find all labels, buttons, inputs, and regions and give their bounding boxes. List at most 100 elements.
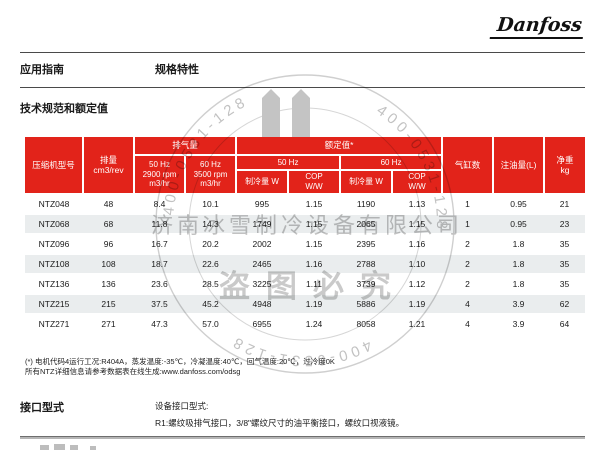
table-row: NTZ215 215 37.5 45.2 4948 1.19 5886 1.19 4 3.9 62 [25,294,586,315]
value-cell: 35 [544,234,586,255]
value-cell: 1.16 [288,254,341,275]
value-cell: 5886 [340,294,393,315]
value-cell: 2 [442,254,494,275]
model-cell: NTZ048 [25,194,83,215]
connections-label: 设备接口型式: [155,401,209,411]
clipped-text-fragment [40,445,49,450]
value-cell: 8.4 [134,194,185,215]
value-cell: 18.7 [134,254,185,275]
value-cell: 2065 [340,214,393,235]
col-group-discharge: 排气量 [134,137,238,156]
col-subgroup-60hz: 60 Hz [340,155,444,171]
value-cell: 64 [544,314,586,335]
value-cell: 11.8 [134,214,185,235]
value-cell: 1.15 [392,214,443,235]
value-cell: 108 [83,254,134,275]
value-cell: 1.24 [288,314,341,335]
value-cell: 22.6 [185,254,237,275]
table-body: NTZ048 48 8.4 10.1 995 1.15 1190 1.13 1 0.95 21 NTZ… [25,194,586,335]
table-row: NTZ136 136 23.6 28.5 3225 1.11 3739 1.12 2 1.8 35 [25,274,586,295]
value-cell: 68 [83,214,134,235]
table-row: NTZ271 271 47.3 57.0 6955 1.24 8058 1.21 4 3.9 64 [25,314,586,335]
value-cell: 62 [544,294,586,315]
value-cell: 2 [442,234,494,255]
table-header: 压缩机型号 排量 cm3/rev 排气量 额定值* 气缸数 注油量(L) 净重 … [25,137,586,195]
model-cell: NTZ108 [25,254,83,275]
model-cell: NTZ215 [25,294,83,315]
header-rule [20,87,585,88]
value-cell: 8058 [340,314,393,335]
value-cell: 1.19 [392,294,443,315]
value-cell: 1749 [236,214,289,235]
col-header-capacity-50: 制冷量 W [236,170,290,195]
doc-subtitle-label: 规格特性 [155,64,199,76]
value-cell: 4 [442,314,494,335]
value-cell: 2465 [236,254,289,275]
col-group-rated: 额定值* [236,137,444,156]
col-header-cylinders: 气缸数 [442,137,495,195]
value-cell: 1 [442,214,494,235]
col-header-cop-50: COP W/W [288,170,342,195]
bottom-rule [20,436,585,439]
footnote-line-2: 所有NTZ详细信息请参考数据表在线生成:www.danfoss.com/odsg [25,367,241,376]
watermark-logo [262,89,310,137]
value-cell: 2002 [236,234,289,255]
connections-detail: R1:螺纹吸排气接口，3/8"螺纹尺寸的油平衡接口，螺纹口视液镜。 [155,418,405,428]
value-cell: 1.8 [493,234,545,255]
value-cell: 57.0 [185,314,237,335]
table-row: NTZ048 48 8.4 10.1 995 1.15 1190 1.13 1 0.95 21 [25,194,586,215]
value-cell: 1.11 [288,274,341,295]
value-cell: 2788 [340,254,393,275]
spec-table: 压缩机型号 排量 cm3/rev 排气量 额定值* 气缸数 注油量(L) 净重 … [25,137,586,335]
value-cell: 20.2 [185,234,237,255]
value-cell: 1.15 [288,214,341,235]
value-cell: 21 [544,194,586,215]
table-row: NTZ108 108 18.7 22.6 2465 1.16 2788 1.10 2 1.8 35 [25,254,586,275]
table-row: NTZ096 96 16.7 20.2 2002 1.15 2395 1.16 2 1.8 35 [25,234,586,255]
value-cell: 1 [442,194,494,215]
value-cell: 23.6 [134,274,185,295]
value-cell: 10.1 [185,194,237,215]
connections-title: 接口型式 [20,402,64,414]
value-cell: 1.8 [493,254,545,275]
value-cell: 2 [442,274,494,295]
value-cell: 1.13 [392,194,443,215]
value-cell: 1.16 [392,234,443,255]
model-cell: NTZ271 [25,314,83,335]
value-cell: 35 [544,274,586,295]
value-cell: 1.21 [392,314,443,335]
value-cell: 28.5 [185,274,237,295]
value-cell: 271 [83,314,134,335]
value-cell: 995 [236,194,289,215]
col-header-oil: 注油量(L) [493,137,546,195]
col-subgroup-50hz: 50 Hz [236,155,342,171]
value-cell: 1.10 [392,254,443,275]
col-header-discharge-60: 60 Hz 3500 rpm m3/hr [185,155,238,195]
value-cell: 1.15 [288,234,341,255]
footnote-line-1: (*) 电机代码4运行工况:R404A，蒸发温度:-35℃，冷凝温度:40℃，回… [25,357,335,366]
value-cell: 47.3 [134,314,185,335]
danfoss-logo: Danfoss [489,14,586,39]
value-cell: 3.9 [493,314,545,335]
value-cell: 48 [83,194,134,215]
value-cell: 16.7 [134,234,185,255]
value-cell: 1190 [340,194,393,215]
value-cell: 3.9 [493,294,545,315]
clipped-text-fragment [70,445,78,450]
value-cell: 136 [83,274,134,295]
value-cell: 14.3 [185,214,237,235]
value-cell: 4948 [236,294,289,315]
model-cell: NTZ096 [25,234,83,255]
value-cell: 96 [83,234,134,255]
value-cell: 1.12 [392,274,443,295]
value-cell: 215 [83,294,134,315]
value-cell: 1.15 [288,194,341,215]
model-cell: NTZ136 [25,274,83,295]
table-row: NTZ068 68 11.8 14.3 1749 1.15 2065 1.15 1 0.95 23 [25,214,586,235]
value-cell: 6955 [236,314,289,335]
spec-table-wrapper: 压缩机型号 排量 cm3/rev 排气量 额定值* 气缸数 注油量(L) 净重 … [25,137,586,335]
model-cell: NTZ068 [25,214,83,235]
clipped-text-fragment [90,446,96,450]
col-header-model: 压缩机型号 [25,137,84,195]
